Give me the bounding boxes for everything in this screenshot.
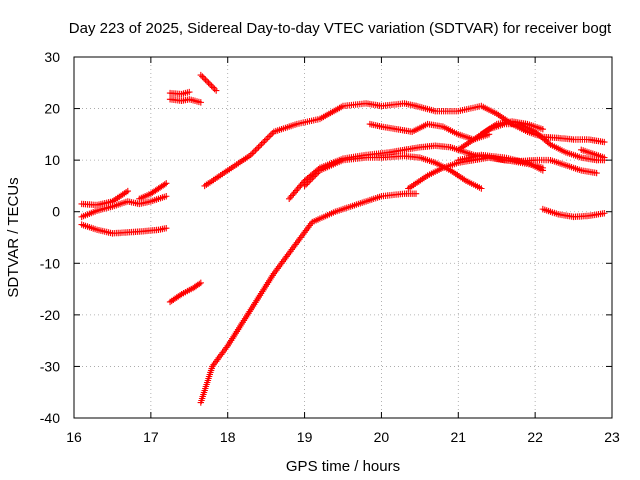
y-tick-label: 10 bbox=[44, 152, 60, 168]
gridlines bbox=[74, 57, 612, 418]
series-arc-1 bbox=[78, 187, 131, 209]
x-tick-label: 23 bbox=[604, 429, 620, 445]
x-tick-label: 16 bbox=[66, 429, 82, 445]
series-arc-6 bbox=[166, 96, 205, 106]
x-tick-label: 18 bbox=[220, 429, 236, 445]
plot-frame bbox=[73, 56, 613, 419]
series-arc-19 bbox=[539, 205, 608, 221]
axis-ticks bbox=[73, 56, 613, 419]
x-tick-label: 19 bbox=[297, 429, 313, 445]
x-tick-label: 17 bbox=[143, 429, 159, 445]
y-tick-label: -40 bbox=[40, 410, 60, 426]
data-point-markers bbox=[197, 190, 420, 406]
data-point-markers bbox=[201, 100, 420, 190]
y-tick-label: 20 bbox=[44, 101, 60, 117]
data-point-markers bbox=[197, 71, 220, 94]
series-arc-7 bbox=[197, 71, 220, 94]
tick-labels: 16 17 18 19 20 21 22 23 -40 -30 -20 -10 0 10 20 30 bbox=[40, 49, 620, 445]
series-arc-10 bbox=[197, 190, 420, 406]
data-point-markers bbox=[78, 187, 131, 209]
chart-title: Day 223 of 2025, Sidereal Day-to-day VTE… bbox=[69, 20, 612, 37]
x-tick-label: 21 bbox=[450, 429, 466, 445]
series-arc-17 bbox=[478, 118, 547, 138]
series-arc-14 bbox=[405, 154, 600, 192]
data-point-markers bbox=[166, 88, 193, 98]
data-point-markers bbox=[455, 151, 547, 174]
series-arc-4 bbox=[136, 180, 170, 203]
x-tick-label: 20 bbox=[374, 429, 390, 445]
data-point-markers bbox=[78, 221, 170, 237]
data-point-markers bbox=[578, 146, 608, 161]
y-tick-label: -10 bbox=[40, 255, 60, 271]
data-points bbox=[78, 71, 608, 406]
series-arc-20 bbox=[578, 146, 608, 161]
y-axis-title: SDTVAR / TECUs bbox=[5, 177, 22, 297]
series-arc-9 bbox=[201, 100, 420, 190]
series-arc-2 bbox=[78, 193, 170, 221]
data-point-markers bbox=[478, 118, 547, 138]
data-point-markers bbox=[405, 154, 600, 192]
series-arc-12 bbox=[301, 152, 485, 192]
x-tick-label: 22 bbox=[527, 429, 543, 445]
data-point-markers bbox=[301, 152, 485, 192]
y-tick-label: 30 bbox=[44, 49, 60, 65]
data-point-markers bbox=[136, 180, 170, 203]
y-tick-label: 0 bbox=[52, 204, 60, 220]
data-point-markers bbox=[78, 193, 170, 221]
data-point-markers bbox=[166, 279, 205, 306]
data-point-markers bbox=[539, 205, 608, 221]
y-tick-label: -30 bbox=[40, 358, 60, 374]
series-arc-5 bbox=[166, 88, 193, 98]
series-arc-3 bbox=[78, 221, 170, 237]
series-arc-8 bbox=[166, 279, 205, 306]
data-point-markers bbox=[166, 96, 205, 106]
x-axis-title: GPS time / hours bbox=[286, 458, 400, 475]
y-tick-label: -20 bbox=[40, 307, 60, 323]
series-arc-18 bbox=[455, 151, 547, 174]
